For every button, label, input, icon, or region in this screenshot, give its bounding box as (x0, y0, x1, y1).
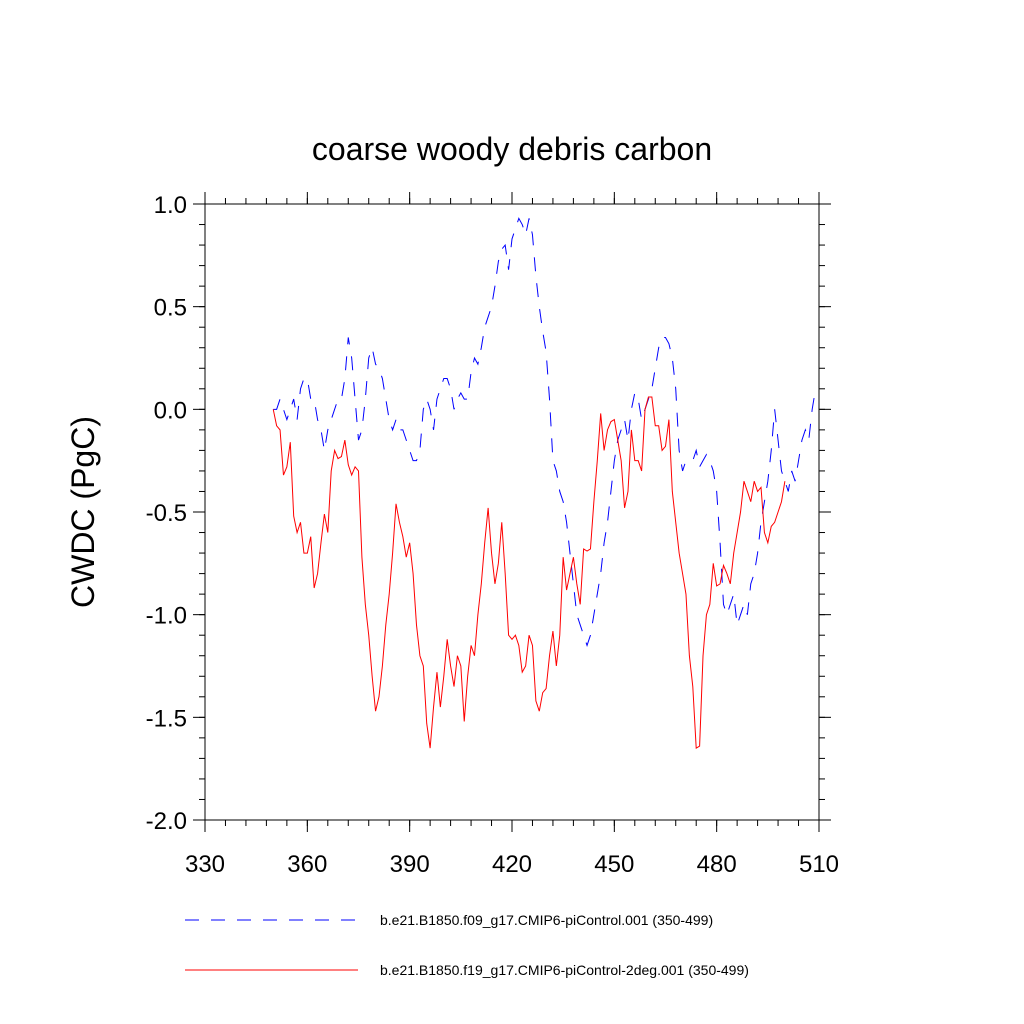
legend-label-1: b.e21.B1850.f09_g17.CMIP6-piControl.001 … (380, 912, 713, 928)
axis-ticks: 330 360 390 420 450 480 510 -2.0 -1.5 -1.0 -0.5 0.0… (146, 192, 839, 878)
series-line-2 (272, 396, 786, 749)
series-line-1 (273, 217, 817, 648)
y-tick-label: -2.0 (146, 808, 187, 835)
chart-title: coarse woody debris carbon (312, 131, 712, 167)
series-lines (272, 217, 817, 749)
y-tick-label: -1.0 (146, 603, 187, 630)
plot-frame (204, 203, 820, 821)
legend-label-2: b.e21.B1850.f19_g17.CMIP6-piControl-2deg… (380, 962, 749, 978)
y-tick-label: 1.0 (154, 192, 187, 219)
y-tick-label: -1.5 (146, 705, 187, 732)
legend: b.e21.B1850.f09_g17.CMIP6-piControl.001 … (185, 912, 749, 978)
y-tick-label: -0.5 (146, 500, 187, 527)
x-tick-label: 480 (697, 851, 737, 878)
x-tick-label: 360 (287, 851, 327, 878)
x-tick-label: 390 (390, 851, 430, 878)
y-tick-label: 0.5 (154, 295, 187, 322)
y-axis-label: CWDC (PgC) (65, 416, 101, 608)
x-tick-label: 420 (492, 851, 532, 878)
x-tick-label: 330 (185, 851, 225, 878)
y-tick-label: 0.0 (154, 397, 187, 424)
x-tick-label: 510 (799, 851, 839, 878)
x-tick-label: 450 (594, 851, 634, 878)
